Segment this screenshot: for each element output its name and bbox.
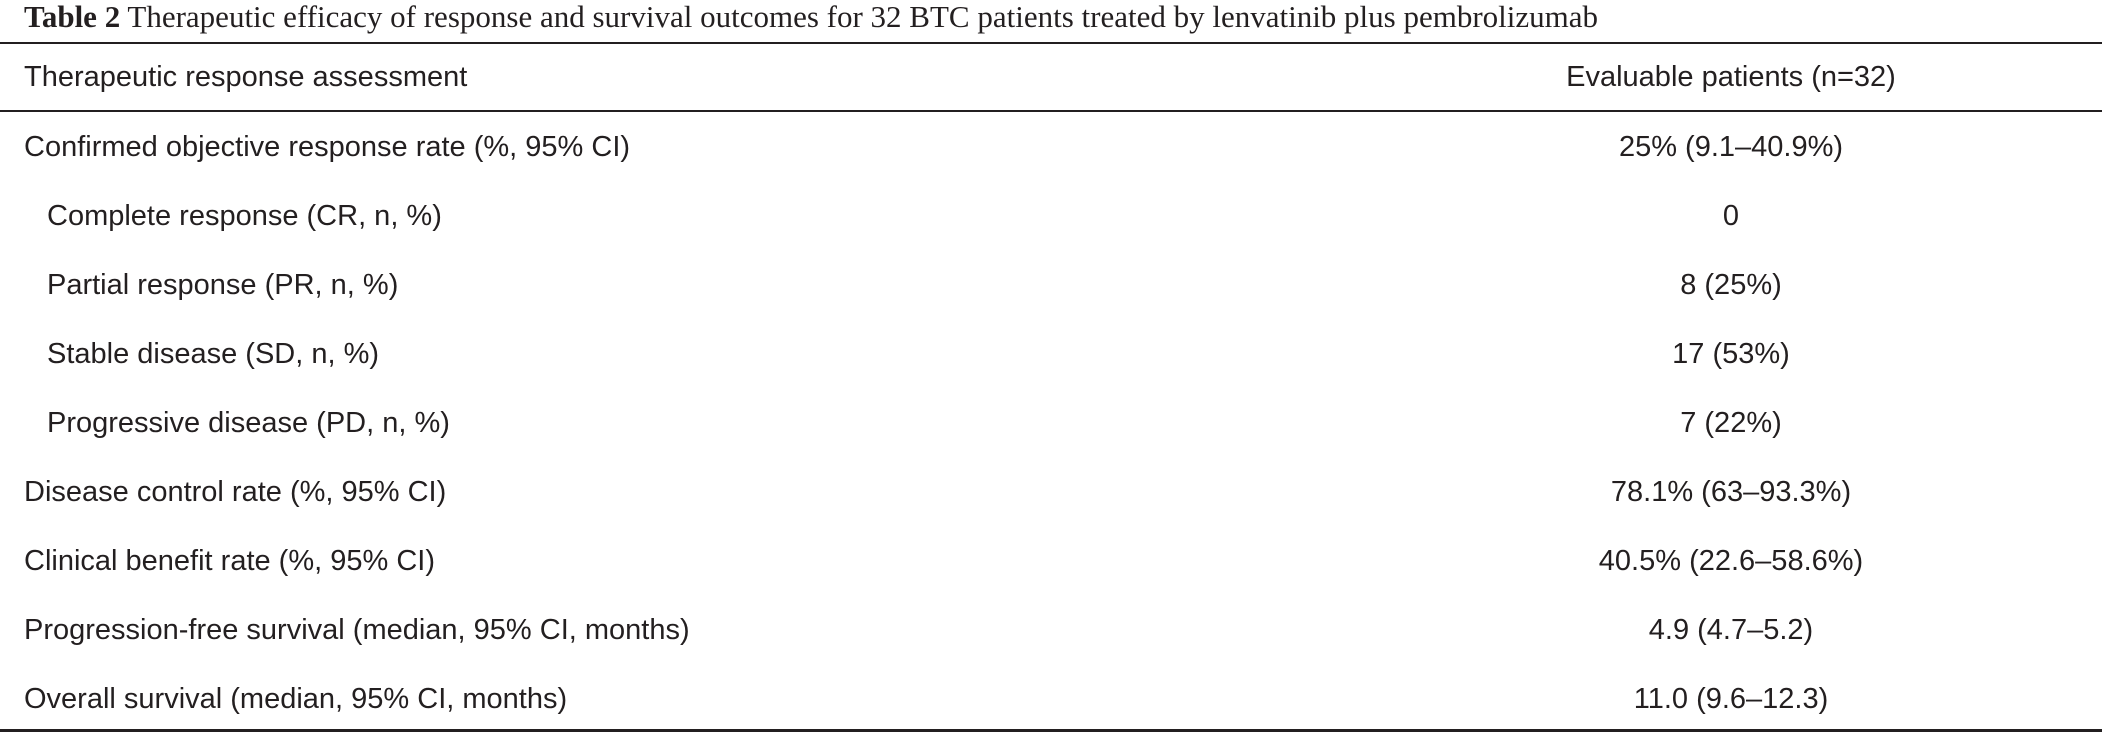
row-label: Confirmed objective response rate (%, 95… (24, 131, 631, 163)
row-value: 8 (25%) (1680, 269, 1782, 301)
table-row: Progression-free survival (median, 95% C… (0, 596, 2102, 665)
row-value: 40.5% (22.6–58.6%) (1598, 545, 1864, 577)
row-label: Stable disease (SD, n, %) (47, 338, 380, 370)
table-header-rule (0, 110, 2102, 112)
table-bottom-rule (0, 729, 2102, 732)
row-value: 17 (53%) (1672, 338, 1790, 370)
table-header-row: Therapeutic response assessment Evaluabl… (0, 44, 2102, 110)
table-caption-text: Therapeutic efficacy of response and sur… (127, 0, 1599, 34)
row-label: Complete response (CR, n, %) (47, 200, 442, 232)
header-response-assessment: Therapeutic response assessment (24, 60, 468, 93)
row-value: 11.0 (9.6–12.3) (1633, 683, 1829, 715)
row-label: Partial response (PR, n, %) (47, 269, 399, 301)
table-row: Disease control rate (%, 95% CI) 78.1% (… (0, 458, 2102, 527)
row-value: 25% (9.1–40.9%) (1618, 131, 1844, 163)
row-label: Overall survival (median, 95% CI, months… (24, 683, 568, 715)
table-row: Stable disease (SD, n, %) 17 (53%) (0, 320, 2102, 389)
table-row: Overall survival (median, 95% CI, months… (0, 665, 2102, 734)
row-label: Disease control rate (%, 95% CI) (24, 476, 447, 508)
row-label: Clinical benefit rate (%, 95% CI) (24, 545, 435, 577)
row-value: 4.9 (4.7–5.2) (1648, 614, 1814, 646)
table-caption-label: Table 2 (24, 0, 121, 34)
header-evaluable-patients: Evaluable patients (n=32) (1566, 60, 1896, 93)
table-row: Clinical benefit rate (%, 95% CI) 40.5% … (0, 527, 2102, 596)
table-row: Complete response (CR, n, %) 0 (0, 182, 2102, 251)
table-caption: Table 2 Therapeutic efficacy of response… (24, 0, 1598, 40)
row-value: 7 (22%) (1680, 407, 1782, 439)
row-label: Progressive disease (PD, n, %) (47, 407, 450, 439)
table-row: Progressive disease (PD, n, %) 7 (22%) (0, 389, 2102, 458)
row-value: 0 (1722, 200, 1740, 232)
table-row: Confirmed objective response rate (%, 95… (0, 113, 2102, 182)
results-table: Therapeutic response assessment Evaluabl… (0, 44, 2102, 734)
table-row: Partial response (PR, n, %) 8 (25%) (0, 251, 2102, 320)
row-value: 78.1% (63–93.3%) (1610, 476, 1852, 508)
table-top-rule (0, 42, 2102, 44)
row-label: Progression-free survival (median, 95% C… (24, 614, 690, 646)
